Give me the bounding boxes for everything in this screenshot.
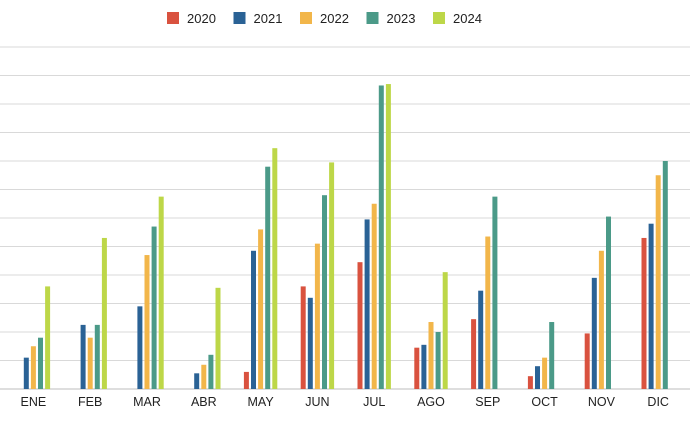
legend-swatch-2022 [300, 12, 312, 24]
legend-label-2021: 2021 [254, 11, 283, 26]
bars [23, 84, 668, 390]
x-tick-label-feb: FEB [78, 395, 102, 409]
legend-label-2024: 2024 [453, 11, 482, 26]
x-tick-label-dic: DIC [647, 395, 669, 409]
bar-jul-2024 [385, 84, 391, 390]
bar-sep-2023 [492, 196, 498, 390]
bar-dic-2023 [662, 161, 668, 389]
bar-abr-2021 [194, 373, 200, 389]
bar-ene-2021 [23, 357, 29, 389]
bar-ago-2023 [435, 332, 441, 389]
x-tick-label-sep: SEP [475, 395, 500, 409]
bar-oct-2022 [542, 357, 548, 389]
bar-jun-2022 [314, 243, 320, 389]
bar-feb-2022 [87, 337, 93, 389]
legend-label-2023: 2023 [387, 11, 416, 26]
legend-label-2020: 2020 [187, 11, 216, 26]
bar-nov-2023 [606, 216, 611, 389]
bar-jul-2020 [357, 262, 363, 390]
bar-mar-2024 [158, 196, 164, 390]
bar-ene-2023 [38, 337, 43, 389]
bar-abr-2023 [208, 354, 214, 389]
x-tick-label-ene: ENE [21, 395, 47, 409]
legend-swatch-2023 [366, 12, 379, 24]
bar-jun-2020 [300, 286, 306, 389]
bar-sep-2021 [478, 290, 484, 390]
x-tick-label-mar: MAR [133, 395, 161, 409]
bar-dic-2020 [641, 237, 647, 389]
bar-jun-2021 [307, 297, 313, 389]
x-tick-label-may: MAY [248, 395, 275, 409]
bar-ago-2020 [414, 347, 420, 389]
x-tick-label-ago: AGO [417, 395, 445, 409]
bar-jun-2023 [322, 195, 327, 389]
bar-oct-2021 [535, 366, 540, 389]
legend-label-2022: 2022 [320, 11, 349, 26]
gridlines [0, 46, 690, 390]
bar-may-2023 [265, 166, 271, 389]
x-tick-label-jun: JUN [305, 395, 329, 409]
bar-ene-2024 [45, 286, 51, 389]
bar-jul-2021 [364, 219, 370, 389]
bar-may-2024 [272, 148, 278, 389]
bar-oct-2020 [527, 376, 533, 390]
bar-may-2020 [243, 371, 249, 389]
x-tick-label-jul: JUL [363, 395, 385, 409]
bar-dic-2021 [648, 223, 654, 389]
x-axis-tick-labels: ENE FEB MAR ABR MAY JUN JUL AGO SEP OCT NOV DIC [21, 395, 669, 409]
bar-nov-2021 [591, 277, 597, 389]
bar-may-2021 [251, 250, 256, 389]
bar-ago-2021 [421, 344, 427, 389]
bar-dic-2022 [655, 175, 661, 389]
bar-nov-2020 [584, 333, 590, 389]
bar-mar-2022 [144, 255, 150, 389]
legend-swatch-2024 [433, 12, 445, 24]
bar-mar-2021 [137, 306, 143, 389]
bar-sep-2022 [485, 236, 491, 389]
x-tick-label-oct: OCT [531, 395, 558, 409]
bar-feb-2021 [80, 324, 86, 390]
bar-abr-2024 [215, 287, 221, 389]
bar-ago-2024 [442, 272, 448, 389]
legend-swatch-2020 [167, 12, 179, 24]
bar-may-2022 [258, 229, 264, 389]
x-tick-label-nov: NOV [588, 395, 616, 409]
bar-nov-2022 [598, 250, 604, 389]
bar-feb-2023 [94, 324, 100, 390]
bar-jul-2023 [378, 85, 384, 389]
bar-sep-2020 [471, 319, 477, 390]
bar-ago-2022 [428, 322, 434, 389]
legend: 2020 2021 2022 2023 2024 [167, 11, 482, 26]
bar-oct-2023 [549, 322, 555, 389]
bar-abr-2022 [201, 364, 207, 389]
bar-mar-2023 [151, 226, 157, 389]
legend-swatch-2021 [233, 12, 246, 24]
bar-ene-2022 [30, 346, 36, 389]
x-tick-label-abr: ABR [191, 395, 217, 409]
bar-feb-2024 [101, 237, 107, 389]
bar-jun-2024 [329, 162, 335, 389]
bar-jul-2022 [371, 203, 377, 389]
